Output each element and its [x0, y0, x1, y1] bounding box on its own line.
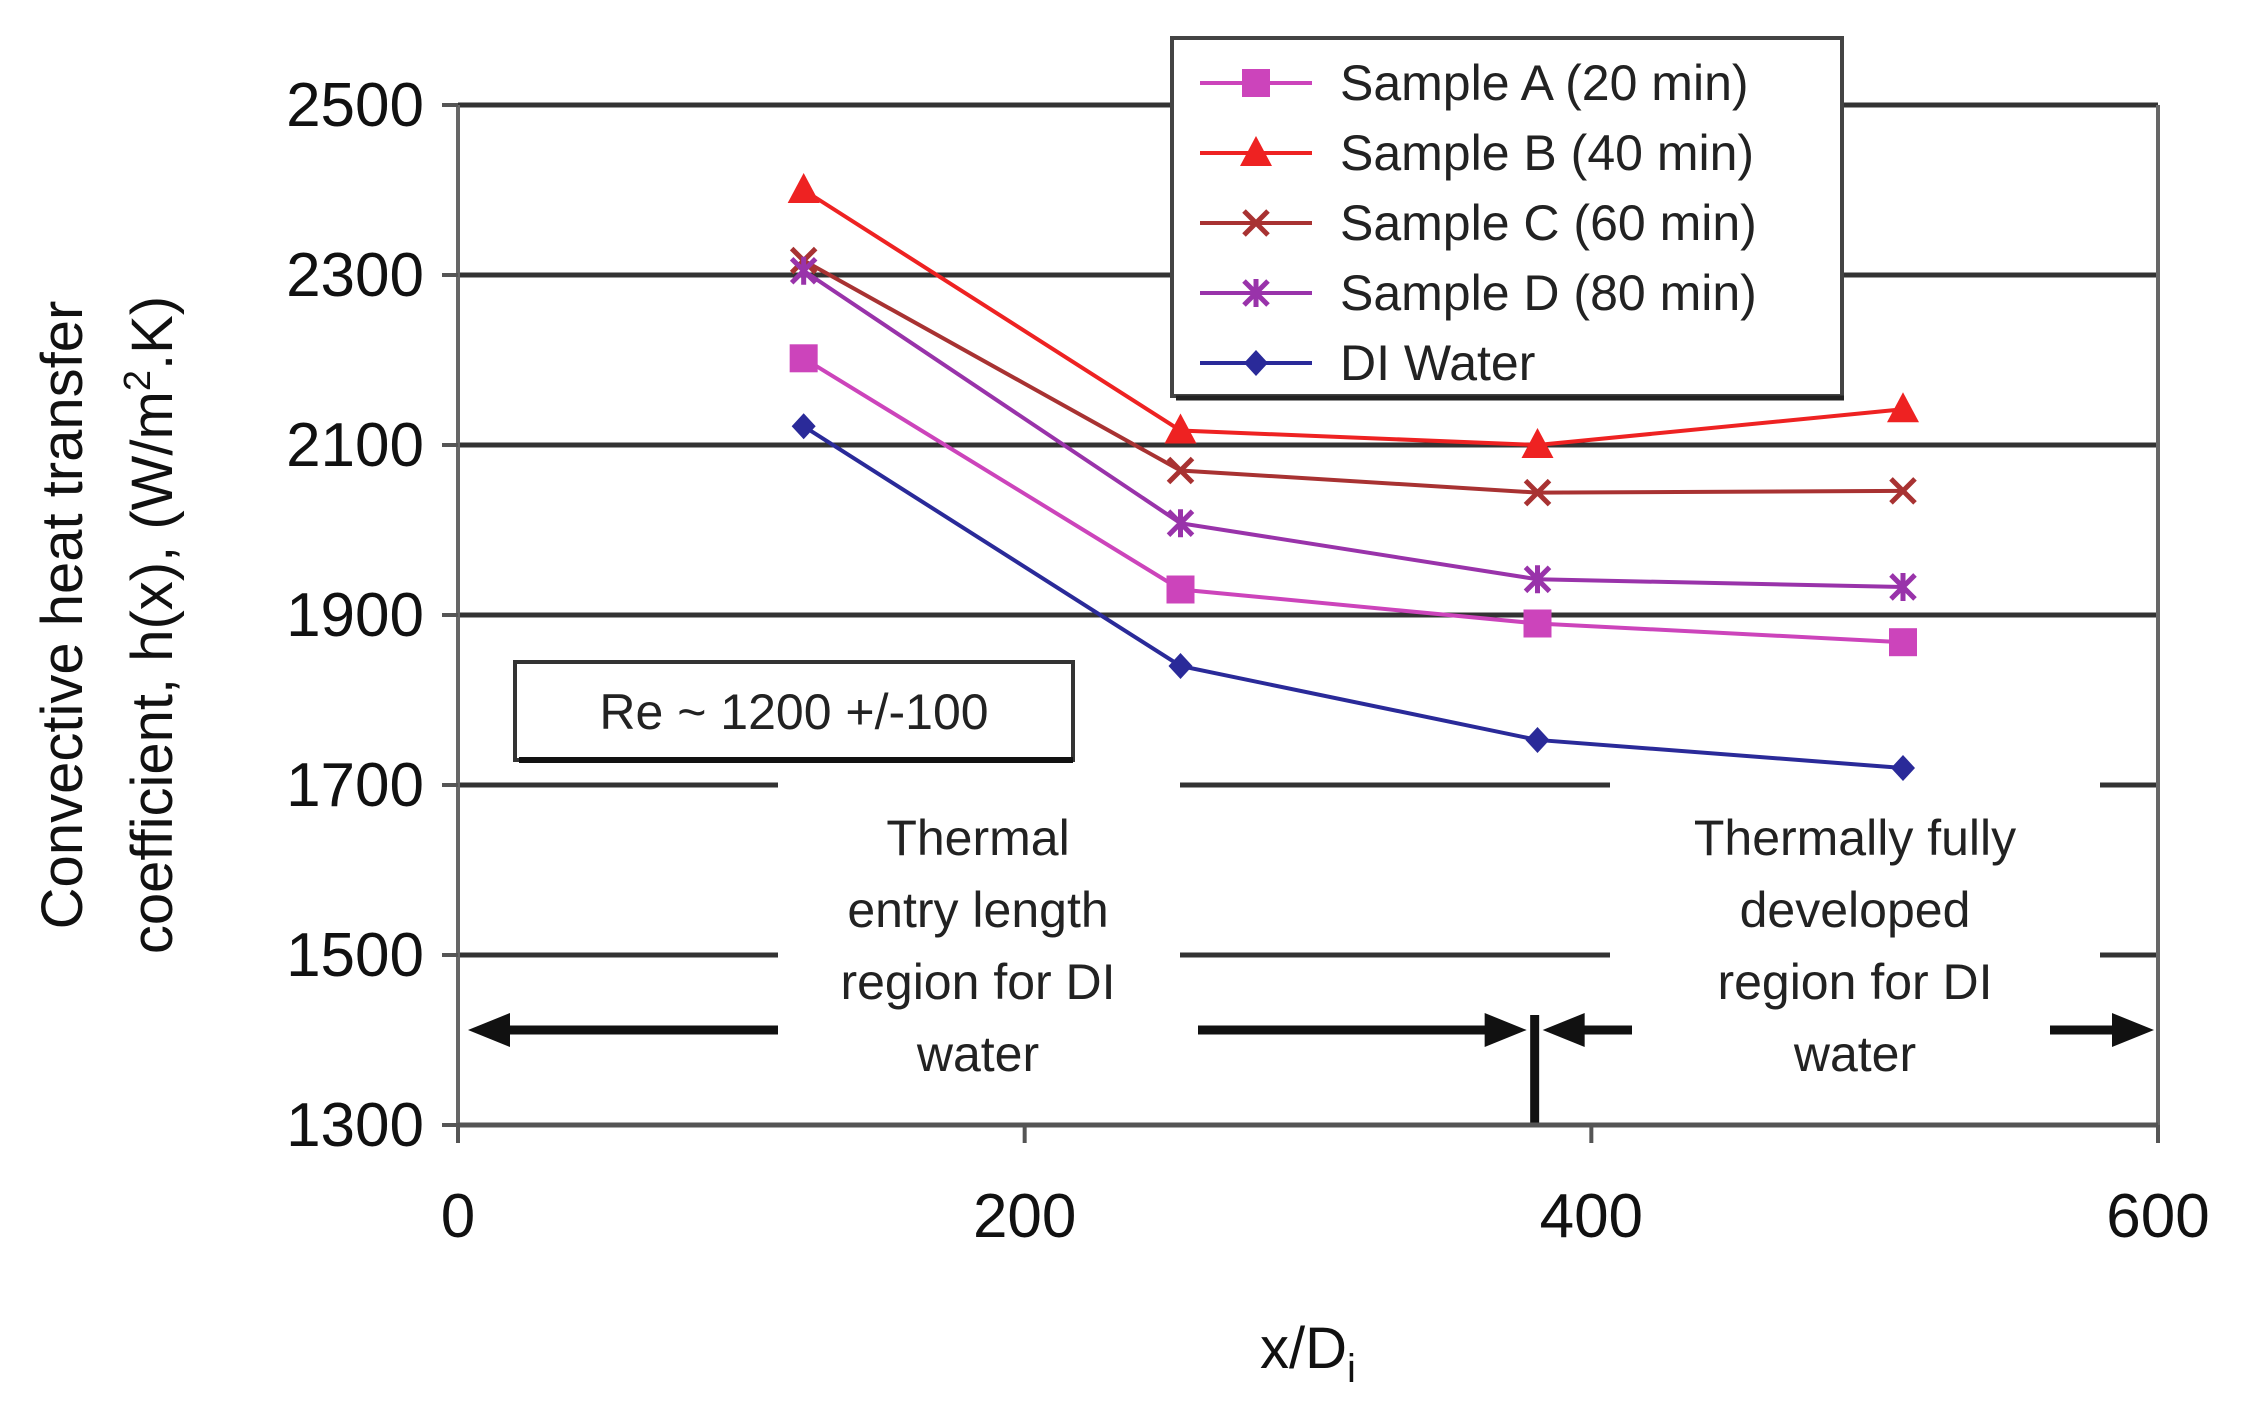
arrow-left-region-start [468, 1013, 778, 1047]
left-region-text-line-2: region for DI [840, 954, 1115, 1010]
y-tick-label-1300: 1300 [286, 1091, 424, 1160]
series-3-point-3 [1889, 572, 1917, 601]
arrow-right-region-start [1542, 1013, 1632, 1047]
axes: 1300 1500 1700 1900 2100 2300 2500 0 200 400 600 x/… [30, 71, 2210, 1391]
legend-entry-3: Sample D (80 min) [1200, 265, 1757, 321]
series-3-point-0 [789, 256, 818, 285]
series-4-line [802, 424, 1904, 770]
series-2 [789, 246, 1917, 507]
series-1-point-1 [1164, 413, 1197, 444]
legend-entry-0-label: Sample A (20 min) [1340, 55, 1749, 111]
series-4-point-2 [1525, 726, 1550, 753]
y-tick-label-1700: 1700 [286, 751, 424, 820]
y-axis-title-line1: Convective heat transfer [30, 301, 95, 930]
series-3-point-2 [1523, 565, 1552, 594]
series-4-point-0 [791, 413, 816, 440]
series-0-point-3 [1889, 628, 1917, 657]
series-2-point-1 [1166, 456, 1195, 485]
arrow-right-region-start-head [1542, 1013, 1585, 1047]
arrow-left-region-end-head [1484, 1013, 1527, 1047]
series-2-line [802, 258, 1904, 495]
series-1-point-0 [787, 173, 820, 203]
x-tick-label-600: 600 [2106, 1182, 2209, 1251]
arrow-left-region-start-head [468, 1013, 510, 1047]
re-box [513, 660, 1075, 762]
y-axis-title-line2: coefficient, h(x), (W/m2.K) [117, 296, 185, 954]
right-region-text-line-2: region for DI [1717, 954, 1992, 1010]
y-tick-label-2500: 2500 [286, 71, 424, 140]
series-2-point-3 [1889, 477, 1917, 505]
legend-box [1170, 36, 1844, 398]
series-1 [787, 173, 1919, 458]
legend: Sample A (20 min) Sample B (40 min) Sample… [1170, 36, 1844, 401]
legend-entry-1-label: Sample B (40 min) [1340, 125, 1754, 181]
data-series [787, 173, 1919, 781]
region-annotations: Re ~ 1200 +/-100 Thermal entry length regio… [468, 660, 2154, 1125]
series-1-line [802, 188, 1904, 448]
series-4-point-1 [1168, 653, 1193, 679]
series-0-point-2 [1523, 609, 1552, 638]
legend-entry-4-label: DI Water [1340, 335, 1535, 391]
series-0-point-0 [789, 344, 818, 373]
left-region-text-line-1: entry length [847, 882, 1108, 938]
series-3 [789, 256, 1917, 601]
series-4-point-3 [1891, 755, 1915, 781]
x-tick-label-400: 400 [1540, 1182, 1643, 1251]
series-1-point-2 [1521, 428, 1554, 458]
re-box-label: Re ~ 1200 +/-100 [599, 684, 988, 740]
series-1-point-3 [1887, 392, 1919, 423]
legend-entry-2-marker [1242, 209, 1270, 237]
y-tick-label-2300: 2300 [286, 241, 424, 310]
legend-entry-4: DI Water [1200, 335, 1535, 391]
y-tick-label-1900: 1900 [286, 581, 424, 650]
left-region-text-line-0: Thermal [886, 810, 1069, 866]
arrow-right-region-end-head [2112, 1013, 2154, 1047]
x-axis-title: x/Di [1260, 1316, 1356, 1391]
arrow-left-region-end [1198, 1013, 1527, 1047]
legend-entry-3-label: Sample D (80 min) [1340, 265, 1757, 321]
series-0-line [802, 356, 1904, 645]
legend-entry-4-marker [1244, 350, 1268, 376]
legend-entry-2: Sample C (60 min) [1200, 195, 1757, 251]
right-region-text-line-0: Thermally fully [1694, 810, 2016, 866]
series-3-point-1 [1166, 509, 1195, 538]
legend-entry-2-label: Sample C (60 min) [1340, 195, 1757, 251]
series-4 [791, 413, 1915, 781]
legend-entry-0-marker [1242, 69, 1270, 97]
legend-entry-1: Sample B (40 min) [1200, 125, 1754, 181]
legend-entry-1-marker [1240, 136, 1272, 166]
x-tick-label-200: 200 [973, 1182, 1076, 1251]
series-2-point-2 [1523, 478, 1552, 507]
x-tick-label-0: 0 [441, 1182, 475, 1251]
series-3-line [802, 269, 1904, 589]
series-0 [789, 344, 1917, 657]
legend-entry-3-marker [1242, 279, 1270, 307]
y-tick-label-2100: 2100 [286, 411, 424, 480]
series-0-point-1 [1166, 575, 1195, 604]
y-tick-label-1500: 1500 [286, 921, 424, 990]
legend-entry-0: Sample A (20 min) [1200, 55, 1749, 111]
arrow-right-region-end [2050, 1013, 2154, 1047]
right-region-text-line-3: water [1793, 1026, 1916, 1082]
left-region-text-line-3: water [916, 1026, 1039, 1082]
right-region-text-line-1: developed [1740, 882, 1971, 938]
